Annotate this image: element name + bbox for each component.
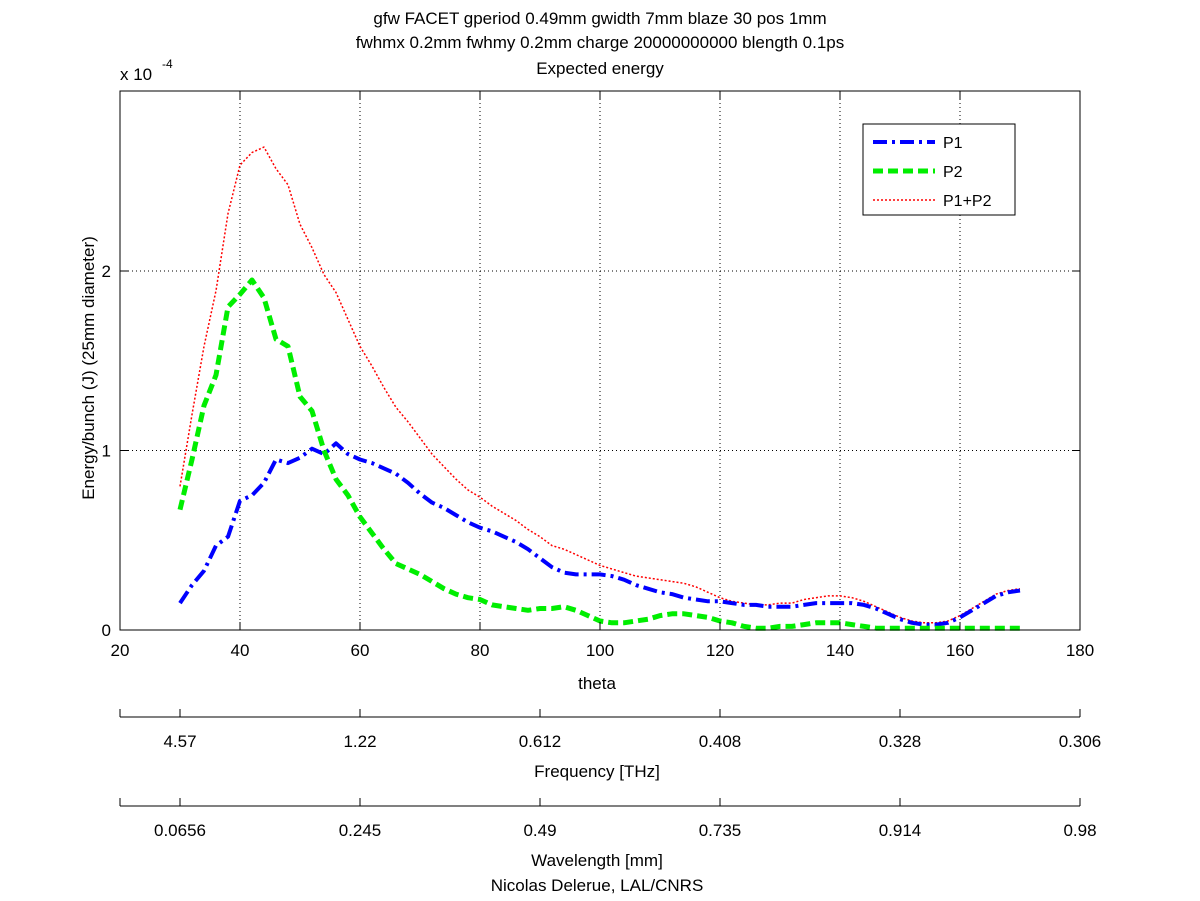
secondary-axes: 4.57 1.22 0.612 0.408 0.328 0.306 0.0656 0.245 0… (119, 709, 1102, 840)
wavelength-tick-label: 0.914 (879, 821, 922, 840)
x-tick-label: 20 (111, 641, 130, 660)
frequency-tick-label: 0.328 (879, 732, 922, 751)
title-line-1: gfw FACET gperiod 0.49mm gwidth 7mm blaz… (373, 9, 826, 28)
x-tick-label: 60 (351, 641, 370, 660)
frequency-tick-label: 0.612 (519, 732, 562, 751)
x-tick-label: 140 (826, 641, 854, 660)
wavelength-tick-label: 0.245 (339, 821, 382, 840)
title-line-2: fwhmx 0.2mm fwhmy 0.2mm charge 200000000… (356, 33, 845, 52)
legend-label-p2: P2 (943, 164, 963, 181)
frequency-axis-label: Frequency [THz] (534, 762, 660, 781)
wavelength-tick-label: 0.49 (523, 821, 556, 840)
x-tick-label: 40 (231, 641, 250, 660)
y-tick-label: 1 (102, 442, 111, 461)
x-tick-label: 120 (706, 641, 734, 660)
frequency-tick-label: 0.408 (699, 732, 742, 751)
y-exponent: x 10 -4 (120, 57, 173, 84)
legend: P1 P2 P1+P2 (862, 123, 1016, 216)
series-line-p1 (178, 441, 1021, 627)
frequency-tick-label: 0.306 (1059, 732, 1102, 751)
wavelength-tick-label: 0.0656 (154, 821, 206, 840)
x-tick-label: 80 (471, 641, 490, 660)
chart-title: gfw FACET gperiod 0.49mm gwidth 7mm blaz… (356, 9, 845, 78)
y-axis-label: Energy/bunch (J) (25mm diameter) (79, 236, 98, 500)
wavelength-tick-label: 0.98 (1063, 821, 1096, 840)
series-layer (177, 146, 1021, 631)
y-tick-label: 0 (102, 621, 111, 640)
y-exponent-power: -4 (162, 57, 173, 71)
wavelength-tick-label: 0.735 (699, 821, 742, 840)
x-axis-label: theta (578, 674, 616, 693)
series-line-p1p2 (179, 146, 1021, 624)
y-exponent-base: x 10 (120, 65, 152, 84)
y-tick-label: 2 (102, 262, 111, 281)
x-tick-label: 100 (586, 641, 614, 660)
x-tick-label: 180 (1066, 641, 1094, 660)
frequency-tick-label: 4.57 (163, 732, 196, 751)
y-axis: 0 1 2 (102, 262, 1080, 640)
series-line-p2 (177, 277, 1020, 631)
title-line-3: Expected energy (536, 59, 664, 78)
frequency-tick-label: 1.22 (343, 732, 376, 751)
wavelength-axis-label: Wavelength [mm] (531, 851, 663, 870)
x-axis: 20 40 60 80 100 120 140 160 180 (111, 91, 1094, 660)
x-tick-label: 160 (946, 641, 974, 660)
legend-label-p1: P1 (943, 135, 963, 152)
legend-label-p1p2: P1+P2 (943, 193, 992, 210)
grid (120, 91, 1080, 630)
legend-box (862, 123, 1016, 216)
footer-credit: Nicolas Delerue, LAL/CNRS (491, 876, 704, 895)
